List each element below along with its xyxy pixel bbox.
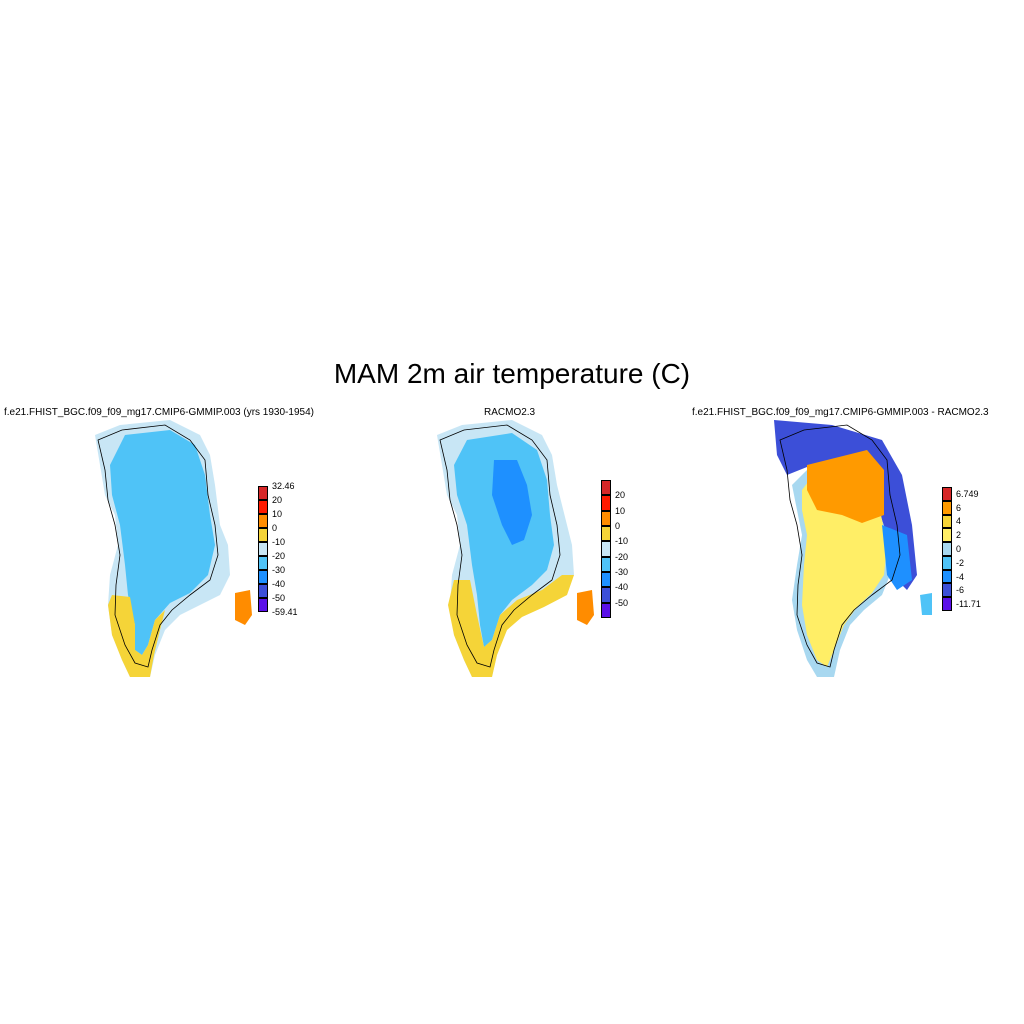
colorbar-swatch: [258, 486, 268, 500]
south-warm-zone: [448, 575, 574, 677]
colorbar-swatch: [601, 480, 611, 496]
colorbar-label: -50: [615, 597, 629, 608]
north-anomaly-negative: [774, 420, 917, 590]
colorbar-label: 0: [272, 523, 278, 533]
colorbar-label: -59.41: [272, 607, 298, 617]
colorbar-swatch: [601, 510, 611, 526]
colorbar-swatch: [258, 500, 268, 514]
iceland-patch: [577, 590, 594, 625]
iceland-patch: [235, 590, 252, 625]
colorbar-label: -30: [272, 565, 286, 575]
panel-3-map: [774, 420, 932, 677]
colorbar-label: -2: [956, 557, 965, 568]
panel-2-map: [437, 420, 594, 677]
colorbar-label: 2: [956, 530, 962, 541]
colorbar-label: -50: [272, 593, 286, 603]
colorbar-swatch: [942, 500, 952, 515]
coastline: [779, 424, 901, 668]
colorbar-swatch: [601, 602, 611, 618]
colorbar-label: 32.46: [272, 481, 295, 491]
colorbar-label: -20: [272, 551, 286, 561]
colorbar-swatch: [942, 583, 952, 598]
colorbar-swatch: [601, 526, 611, 542]
colorbar-label: -40: [615, 582, 629, 593]
colorbar-swatch: [258, 514, 268, 528]
coastline: [97, 424, 219, 668]
panel-3-colorbar: -11.71 -6 -4 -2 0 2 4 6 6.749: [942, 487, 1002, 611]
colorbar-swatch: [942, 487, 952, 501]
panel-2-colorbar: -50 -40 -30 -20 -10 0 10 20: [601, 480, 661, 618]
colorbar-swatch: [601, 556, 611, 572]
colorbar-swatch: [258, 584, 268, 598]
colorbar-label: -10: [615, 536, 629, 547]
main-title: MAM 2m air temperature (C): [333, 358, 691, 389]
colorbar-label: 10: [615, 505, 626, 516]
greenland-interior: [454, 433, 554, 647]
greenland-interior: [110, 430, 215, 655]
colorbar-label: 20: [615, 490, 626, 501]
colorbar-label: 6.749: [956, 488, 979, 499]
colorbar-swatch: [942, 597, 952, 611]
colorbar-swatch: [258, 528, 268, 542]
colorbar-swatch: [942, 555, 952, 570]
colorbar-label: 6: [956, 502, 962, 513]
panel-1-map: [95, 420, 252, 677]
colorbar-swatch: [258, 598, 268, 612]
colorbar-swatch: [601, 587, 611, 603]
colorbar-label: 10: [272, 509, 283, 519]
north-positive-anomaly: [807, 450, 884, 523]
colorbar-swatch: [942, 569, 952, 584]
colorbar-label: -10: [272, 537, 286, 547]
colorbar-swatch: [601, 495, 611, 511]
panel-1-title: f.e21.FHIST_BGC.f09_f09_mg17.CMIP6-GMMIP…: [4, 407, 314, 418]
coastline: [439, 424, 561, 668]
east-coast-blue: [882, 525, 912, 590]
colorbar-swatch: [258, 570, 268, 584]
iceland-patch: [920, 593, 932, 615]
colorbar-swatch: [942, 528, 952, 543]
panel-3-title: f.e21.FHIST_BGC.f09_f09_mg17.CMIP6-GMMIP…: [692, 407, 989, 418]
colorbar-swatch: [942, 514, 952, 529]
colorbar-label: -20: [615, 551, 629, 562]
colorbar-label: 4: [956, 516, 962, 527]
summit-cold-core: [492, 460, 532, 545]
colorbar-label: 20: [272, 495, 283, 505]
colorbar-label: -11.71: [956, 599, 981, 610]
colorbar-swatch: [258, 556, 268, 570]
colorbar-swatch: [942, 542, 952, 556]
colorbar-swatch: [258, 542, 268, 556]
colorbar-swatch: [601, 541, 611, 557]
colorbar-label: -6: [956, 585, 965, 596]
colorbar-swatch: [601, 572, 611, 588]
panel-1-colorbar: -59.41 -50 -40 -30 -20 -10 0 10 20 32.46: [258, 481, 318, 617]
colorbar-label: -4: [956, 571, 965, 582]
colorbar-label: -40: [272, 579, 286, 589]
colorbar-label: -30: [615, 567, 629, 577]
colorbar-label: 0: [956, 544, 962, 554]
panel-2-title: RACMO2.3: [484, 407, 536, 418]
colorbar-label: 0: [615, 521, 621, 531]
